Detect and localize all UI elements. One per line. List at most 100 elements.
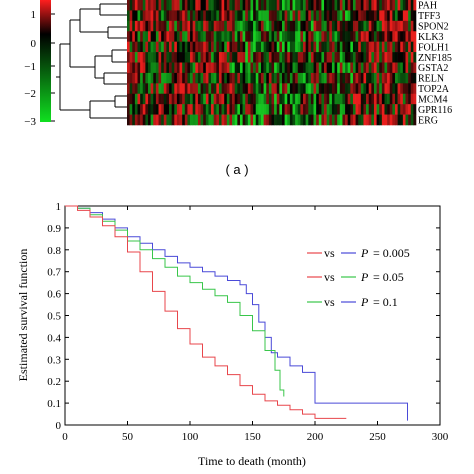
heatmap-cell [239, 10, 243, 22]
heatmap-cell [373, 41, 377, 53]
heatmap-cell [360, 41, 364, 53]
heatmap-cell [158, 72, 162, 84]
heatmap-cell [350, 72, 354, 84]
heatmap-cell [226, 72, 230, 84]
heatmap-cell [166, 31, 170, 42]
heatmap-cell [171, 20, 175, 32]
heatmap-cell [337, 104, 341, 115]
colorbar-bar [40, 0, 51, 122]
heatmap-cell [310, 20, 314, 32]
heatmap-cell [350, 41, 354, 53]
heatmap-cell [389, 114, 393, 126]
heatmap-cell [384, 52, 388, 63]
heatmap-cell [245, 104, 249, 115]
heatmap-cell [129, 20, 133, 32]
heatmap-cell [163, 10, 167, 22]
heatmap-cell [305, 0, 309, 11]
heatmap-cell [245, 20, 249, 32]
heatmap-cell [253, 31, 257, 42]
heatmap-cell [337, 0, 341, 11]
heatmap-cell [373, 31, 377, 42]
heatmap-cell [366, 114, 370, 126]
heatmap-cell [253, 83, 257, 95]
heatmap-cell [297, 104, 301, 115]
heatmap-cell [366, 20, 370, 32]
heatmap-cell [292, 62, 296, 74]
heatmap-cell [260, 0, 264, 11]
heatmap-cell [229, 10, 233, 22]
heatmap-cell [171, 83, 175, 95]
heatmap-cell [127, 31, 130, 42]
heatmap-cell [142, 0, 146, 11]
heatmap-cell [176, 20, 180, 32]
heatmap-cell [363, 114, 367, 126]
heatmap-cell [303, 10, 306, 22]
heatmap-cell [284, 20, 288, 32]
heatmap-cell [350, 31, 354, 42]
x-tick-label: 300 [432, 431, 449, 443]
heatmap-cell [342, 104, 346, 115]
heatmap-cell [384, 114, 388, 126]
heatmap-cell [150, 52, 154, 63]
heatmap-cell [200, 83, 204, 95]
heatmap-cell [155, 0, 159, 11]
heatmap-cell [242, 93, 246, 105]
heatmap-cell [195, 0, 199, 11]
heatmap-cell [263, 0, 267, 11]
heatmap-cell [237, 41, 241, 53]
gene-label: SPON2 [418, 22, 449, 33]
heatmap-cell [184, 62, 188, 74]
heatmap-cell [368, 93, 372, 105]
heatmap-cell [182, 52, 186, 63]
heatmap-cell [242, 114, 246, 126]
heatmap-cell [303, 93, 306, 105]
heatmap-cell [182, 0, 186, 11]
heatmap-cell [169, 20, 172, 32]
heatmap-cell [211, 114, 214, 126]
heatmap-cell [129, 104, 133, 115]
heatmap-cell [350, 20, 354, 32]
heatmap-cell [402, 41, 406, 53]
heatmap-cell [148, 31, 151, 42]
heatmap-cell [413, 10, 417, 22]
heatmap-cell [276, 62, 280, 74]
heatmap-cell [258, 114, 262, 126]
gene-label: RELN [418, 74, 444, 85]
heatmap-cell [381, 83, 385, 95]
heatmap-cell [258, 72, 262, 84]
heatmap-cell [187, 93, 191, 105]
legend-vs: vs [324, 246, 335, 260]
heatmap-cell [279, 20, 283, 32]
heatmap-cell [268, 104, 272, 115]
heatmap-cell [239, 114, 243, 126]
heatmap-cell [200, 20, 204, 32]
heatmap-cell [197, 62, 201, 74]
heatmap-cell [132, 41, 136, 53]
heatmap-cell [258, 0, 262, 11]
heatmap-cell [352, 62, 356, 74]
heatmap-cell [224, 0, 228, 11]
heatmap-cell [405, 62, 409, 74]
heatmap-cell [347, 104, 351, 115]
heatmap-cell [129, 72, 133, 84]
heatmap-cell [127, 41, 130, 53]
heatmap-cell [368, 10, 372, 22]
heatmap-cell [179, 0, 183, 11]
heatmap-cell [155, 31, 159, 42]
heatmap-cell [347, 52, 351, 63]
heatmap-cell [368, 114, 372, 126]
heatmap-cell [329, 62, 333, 74]
heatmap-cell [234, 41, 238, 53]
heatmap-cell [229, 62, 233, 74]
heatmap-cell [127, 93, 130, 105]
heatmap-cell [140, 104, 144, 115]
heatmap-cell [279, 72, 283, 84]
y-axis-label: Estimated survival function [16, 249, 30, 382]
heatmap-cell [392, 62, 396, 74]
heatmap-cell [384, 10, 388, 22]
heatmap-cell [263, 31, 267, 42]
heatmap-cell [184, 20, 188, 32]
heatmap-cell [253, 62, 257, 74]
heatmap-cell [134, 31, 138, 42]
heatmap-cell [200, 10, 204, 22]
